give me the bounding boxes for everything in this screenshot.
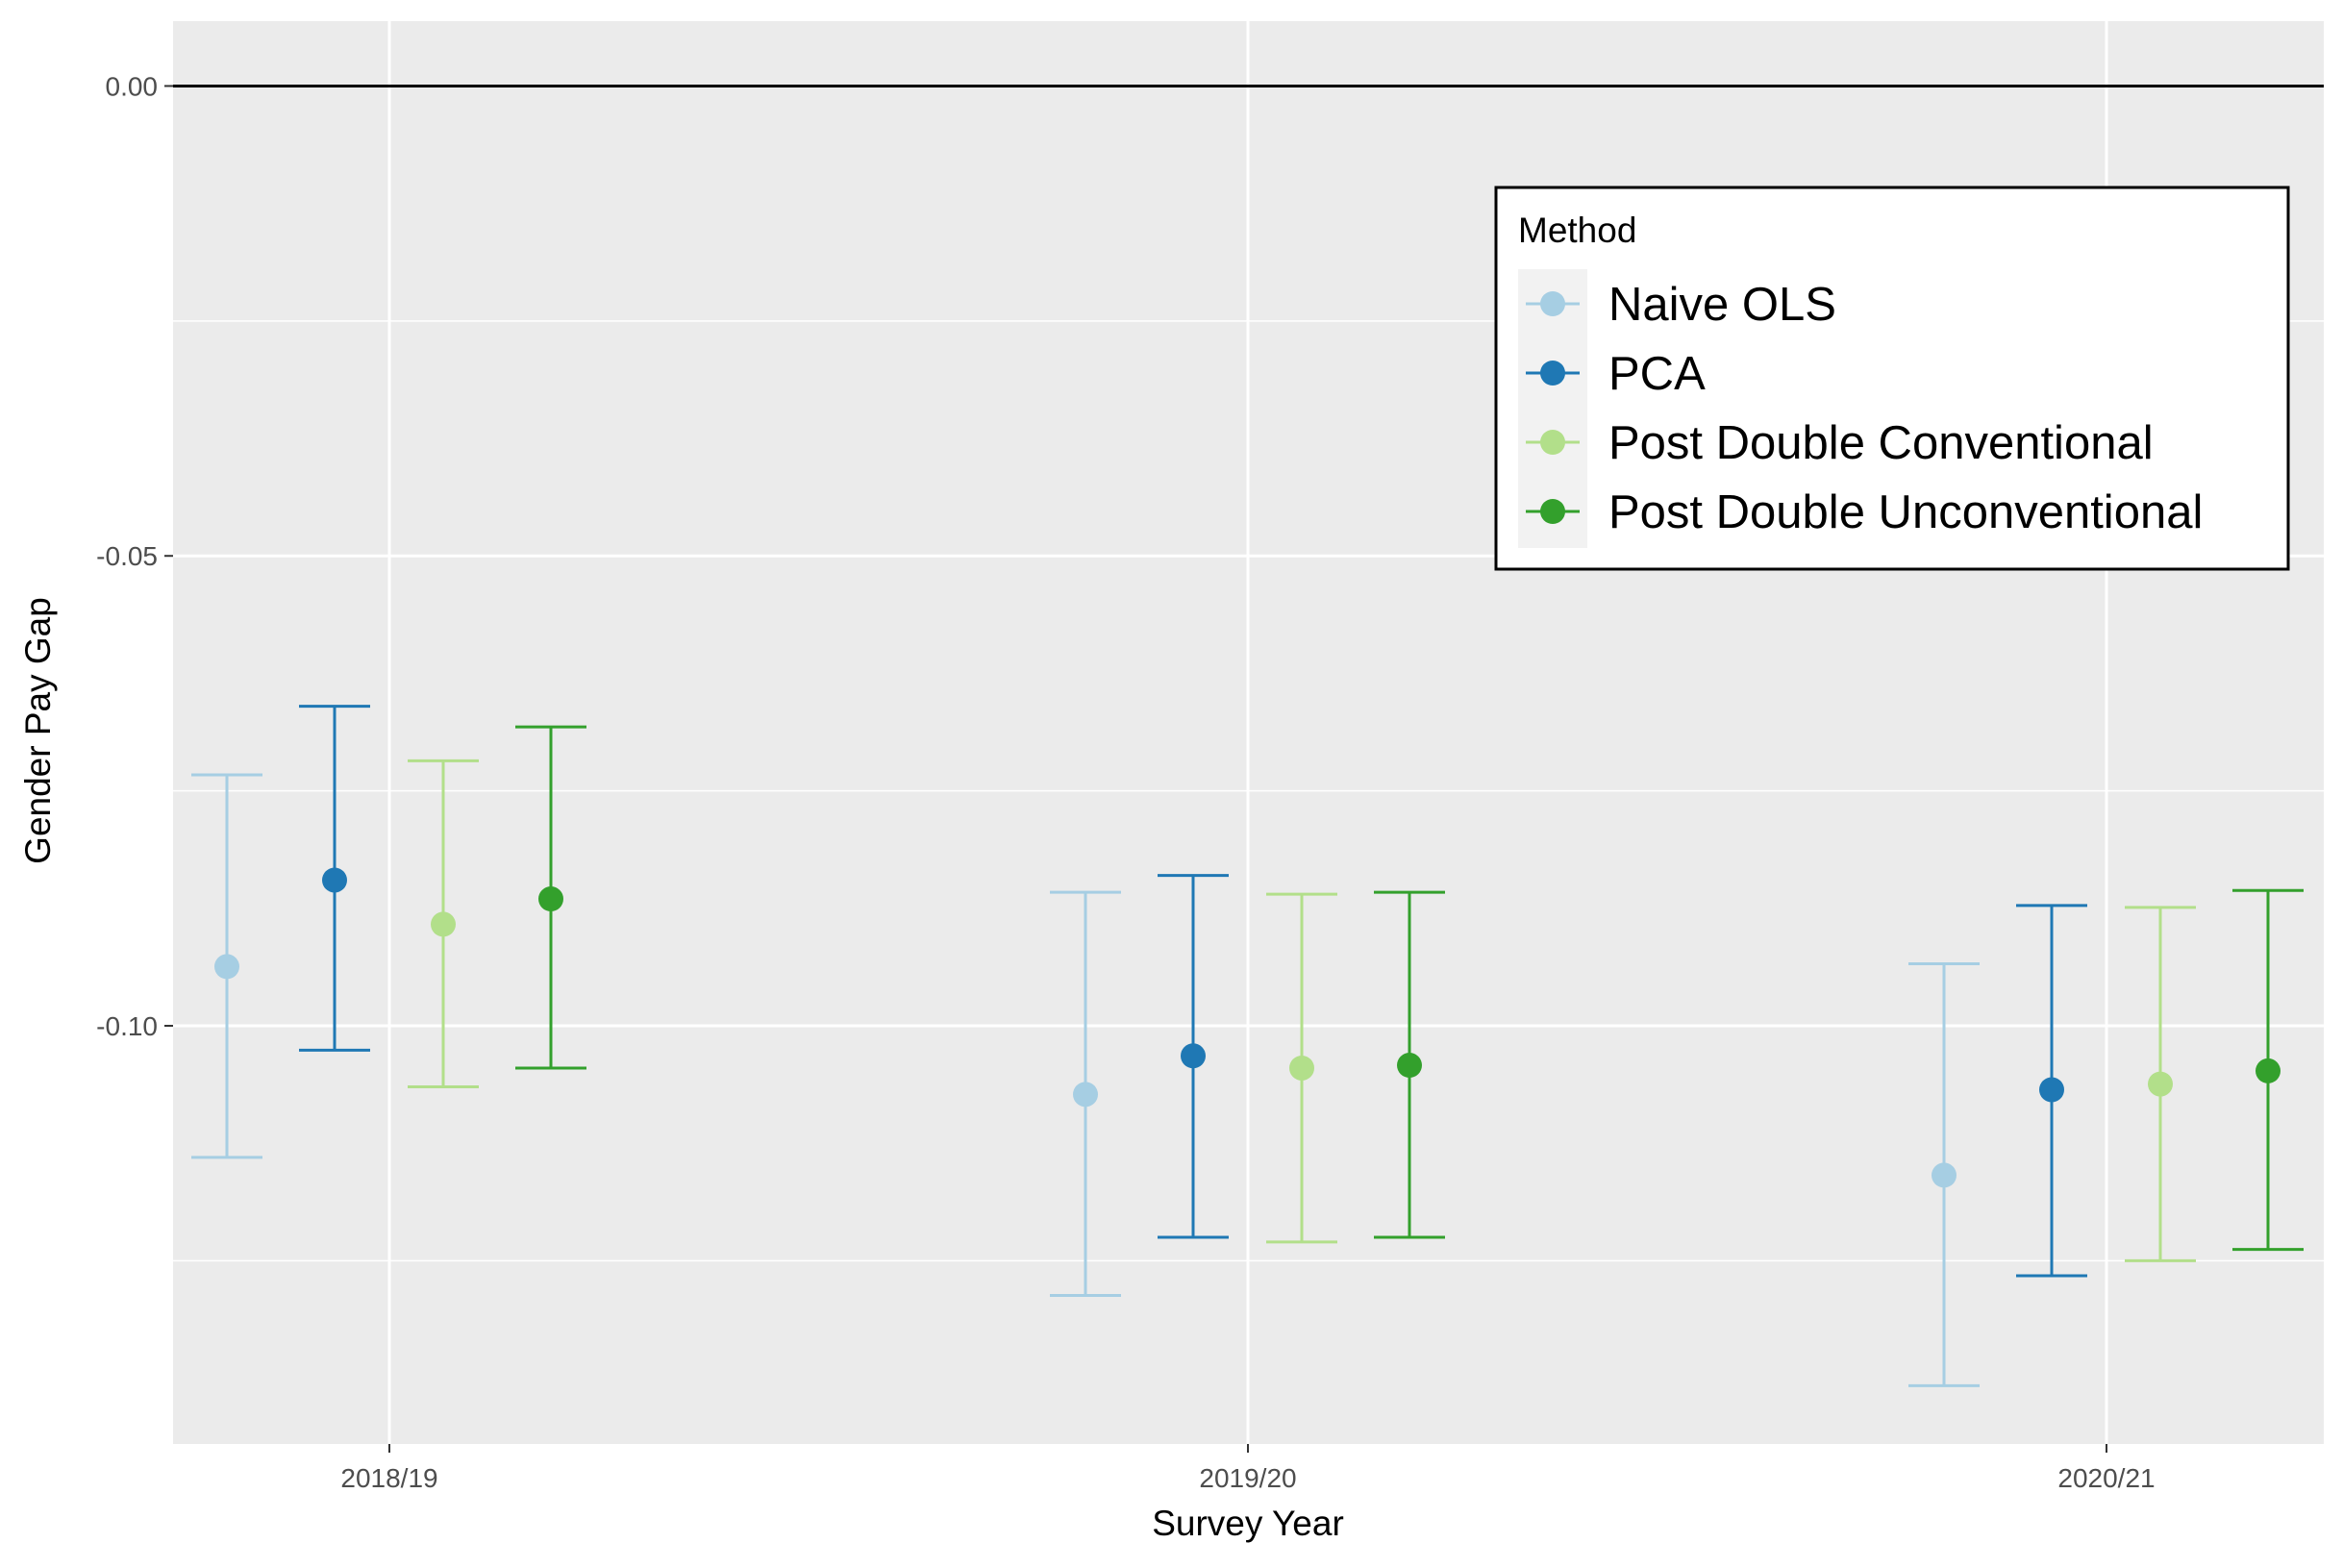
series-post-double-conventional bbox=[408, 759, 2196, 1262]
x-tick-label: 2018/19 bbox=[340, 1463, 437, 1493]
series-naive-ols bbox=[191, 773, 1980, 1387]
legend-label: Naive OLS bbox=[1608, 279, 1836, 331]
point-estimate bbox=[1073, 1082, 1098, 1108]
legend-items: Naive OLS PCA Post Double Conventional Post… bbox=[1526, 279, 2203, 538]
point-estimate bbox=[214, 954, 239, 980]
legend-label: Post Double Unconventional bbox=[1608, 486, 2203, 538]
legend-key-point bbox=[1540, 361, 1565, 386]
legend-title: Method bbox=[1518, 211, 1636, 250]
legend-key-point bbox=[1540, 430, 1565, 455]
x-axis-title: Survey Year bbox=[1152, 1504, 1344, 1543]
y-axis-title: Gender Pay Gap bbox=[18, 597, 58, 864]
point-estimate bbox=[1397, 1053, 1422, 1079]
point-estimate bbox=[1289, 1055, 1314, 1081]
series-pca bbox=[299, 705, 2087, 1278]
point-estimate bbox=[538, 886, 563, 912]
point-estimate bbox=[1181, 1043, 1206, 1069]
legend-key-point bbox=[1540, 499, 1565, 524]
legend-box bbox=[1494, 186, 2290, 571]
point-estimate bbox=[431, 911, 456, 937]
x-tick-label: 2019/20 bbox=[1199, 1463, 1296, 1493]
legend: Method Naive OLS PCA Post Double Conventio… bbox=[1494, 186, 2290, 571]
y-tick-label: -0.05 bbox=[96, 541, 158, 571]
point-estimate bbox=[322, 867, 347, 893]
point-estimate bbox=[1932, 1162, 1957, 1188]
point-estimate bbox=[2148, 1071, 2173, 1097]
series-post-double-unconventional bbox=[515, 725, 2304, 1252]
y-tick-label: -0.10 bbox=[96, 1011, 158, 1041]
x-axis: 2018/19 2019/20 2020/21 bbox=[340, 1444, 2156, 1493]
legend-label: Post Double Conventional bbox=[1608, 417, 2154, 469]
y-tick-label: 0.00 bbox=[106, 71, 159, 101]
legend-label: PCA bbox=[1608, 348, 1706, 400]
x-tick-label: 2020/21 bbox=[2057, 1463, 2155, 1493]
y-axis: 0.00 -0.05 -0.10 bbox=[96, 71, 173, 1041]
point-estimate bbox=[2039, 1077, 2064, 1103]
legend-key-point bbox=[1540, 291, 1565, 316]
point-estimate bbox=[2256, 1058, 2281, 1083]
data-marks bbox=[191, 705, 2304, 1387]
